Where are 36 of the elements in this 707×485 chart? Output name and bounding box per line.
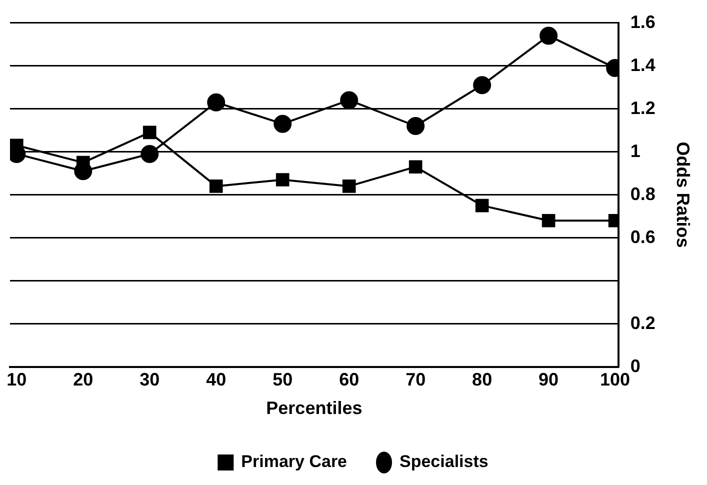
point [408,160,422,174]
y-tick-label: 1.6 [630,12,656,32]
x-tick-label: 30 [140,370,160,390]
point [276,173,290,186]
y-axis-title: Odds Ratios [673,142,694,248]
x-tick-label: 70 [406,370,426,390]
point [142,126,156,140]
y-tick-label: 0 [630,356,640,376]
point [274,114,292,133]
x-tick-label: 40 [206,370,226,390]
y-tick-label: 1.4 [630,54,656,75]
point [207,93,226,112]
y-tick-label: 0.6 [630,226,656,247]
x-tick-label: 50 [272,370,293,390]
point [473,76,492,94]
x-tick-label: 90 [538,370,559,390]
y-tick-label: 1.2 [630,98,656,118]
x-tick-label: 20 [73,370,94,390]
point [406,117,425,135]
x-tick-label: 80 [472,370,492,390]
legend-label: Primary Care [241,452,348,472]
x-tick-label: 10 [6,370,27,390]
y-tick-label: 0.2 [630,312,656,333]
x-axis-title: Percentiles [266,398,362,418]
x-tick-label: 60 [339,370,360,390]
point [340,91,358,110]
point [475,198,489,212]
x-tick-label: 100 [600,370,630,390]
y-tick-label: 1 [630,140,640,161]
legend-label: Specialists [400,452,488,472]
point [209,180,223,193]
point [342,180,356,193]
point [140,144,159,163]
point [542,214,556,228]
y-tick-label: 0.8 [630,184,656,204]
point [540,26,558,45]
